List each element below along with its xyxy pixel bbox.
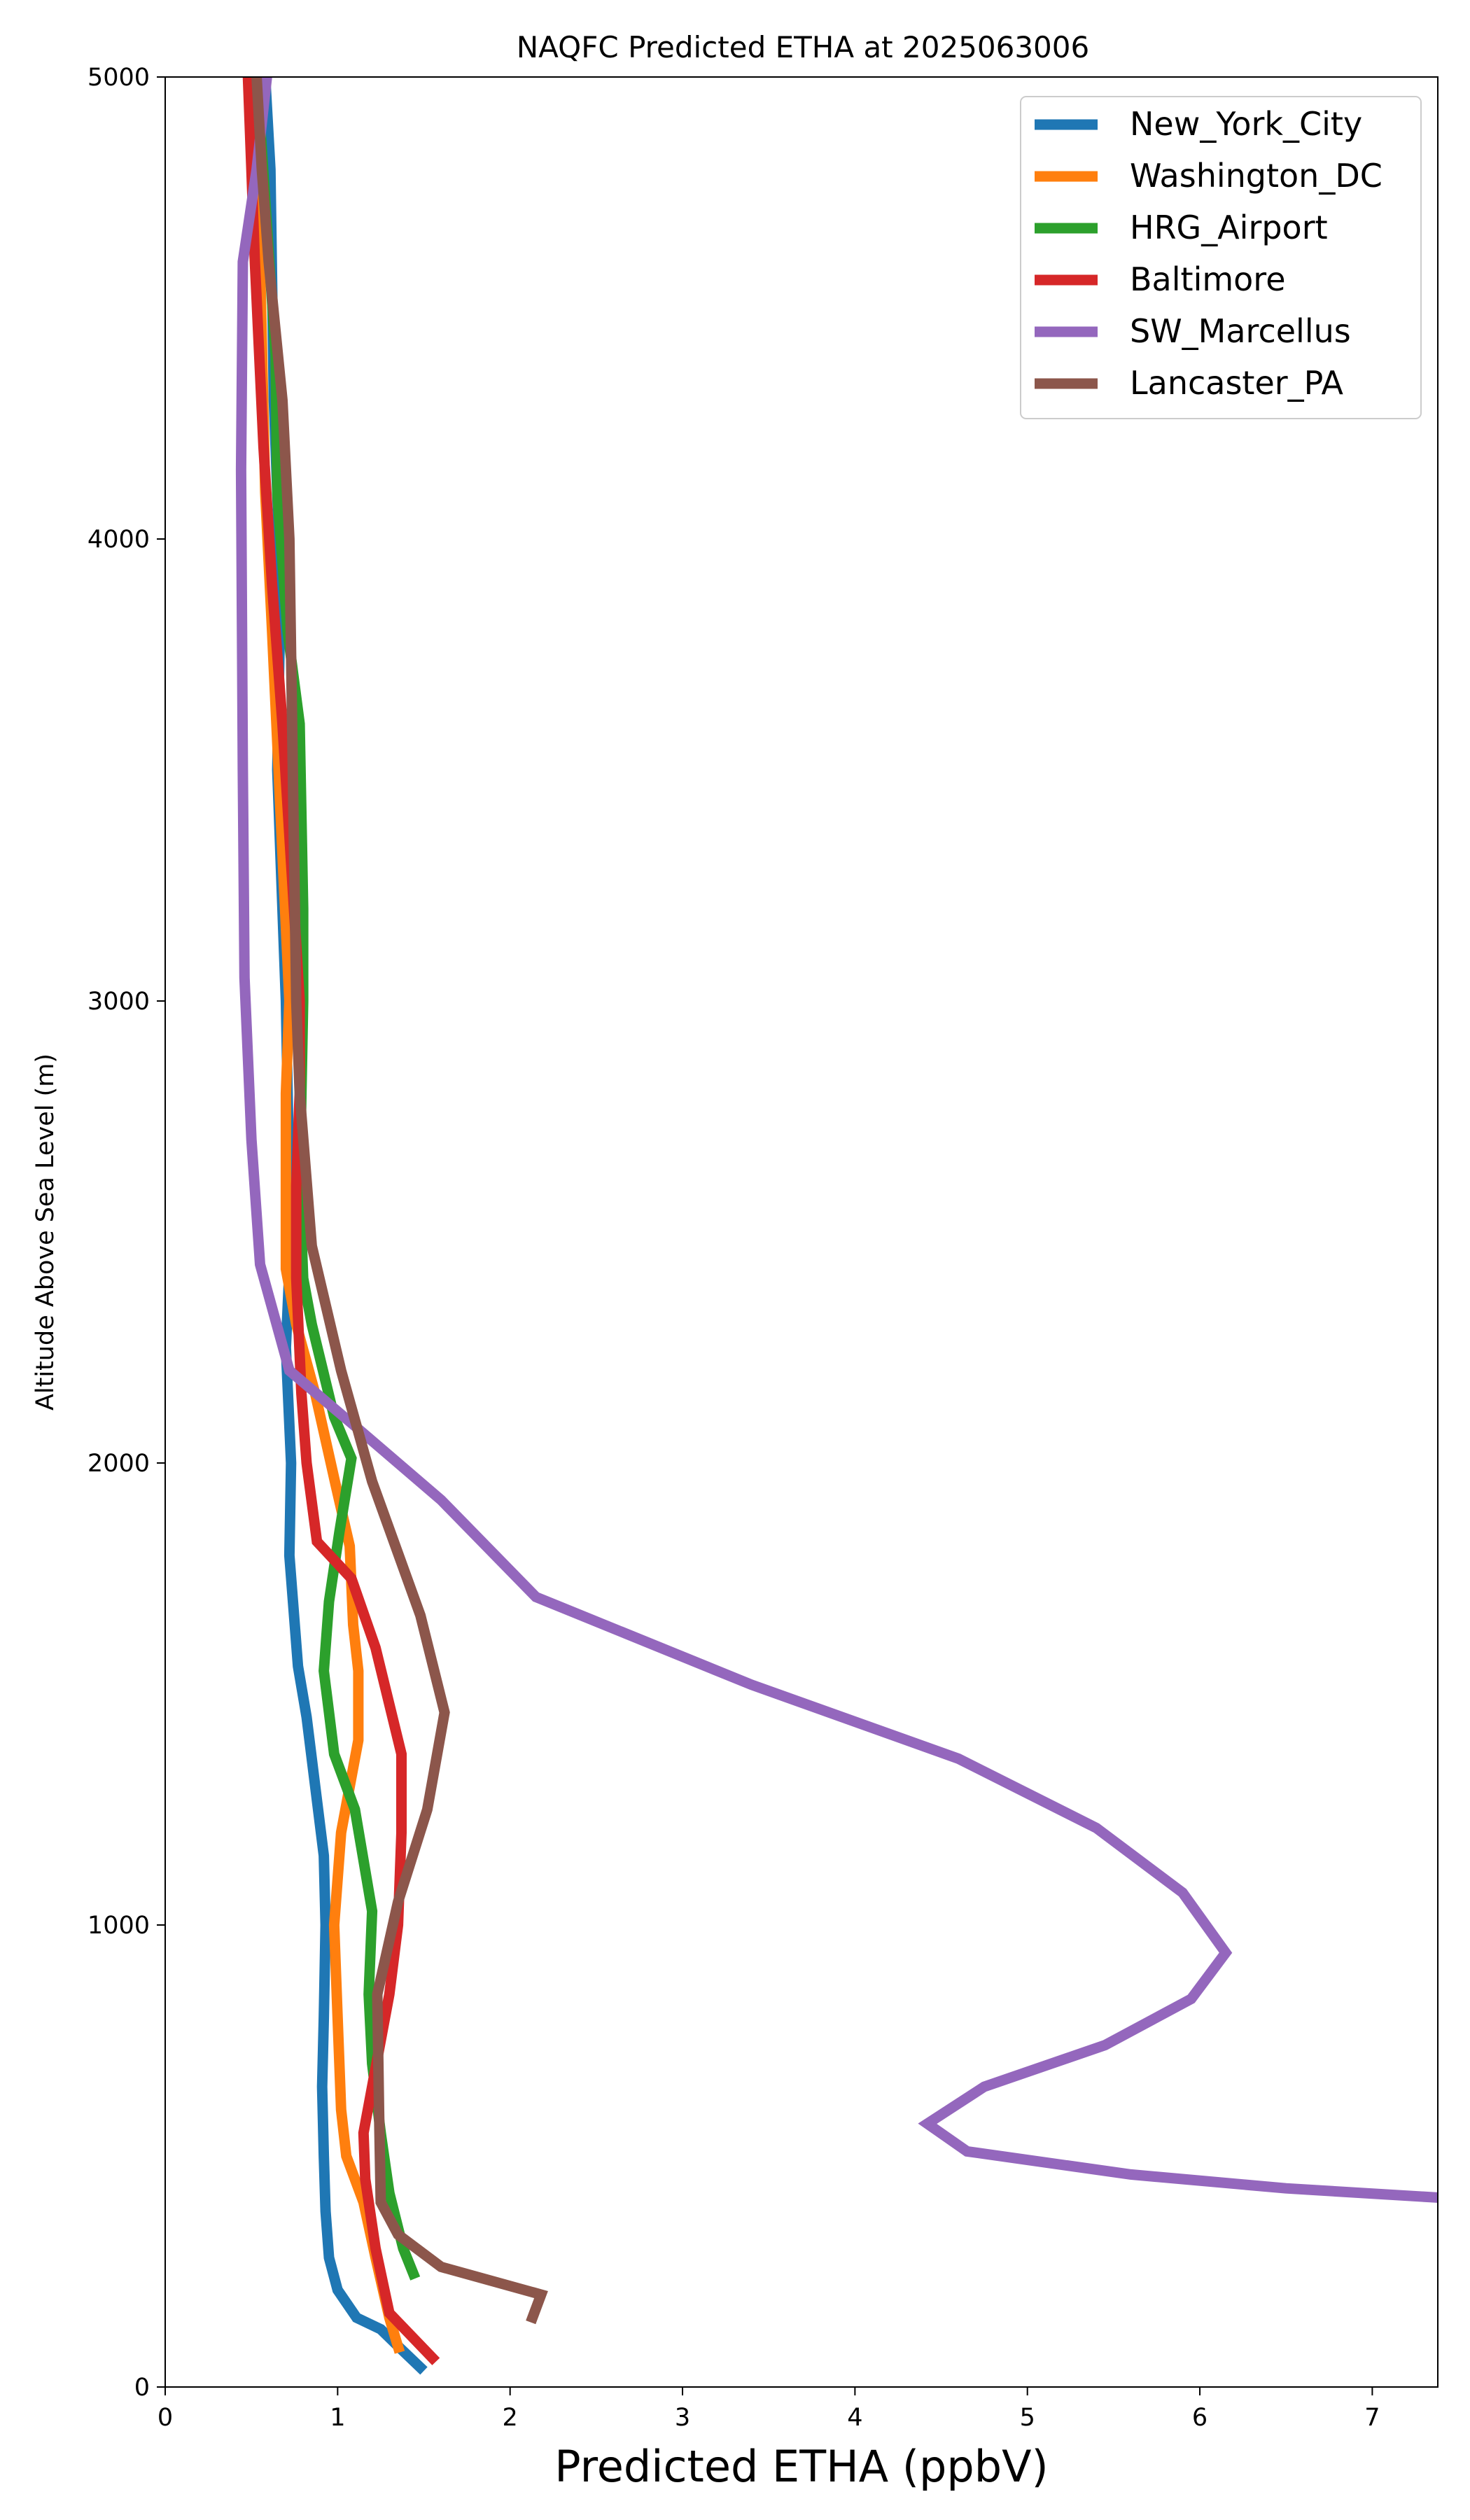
plot-area xyxy=(164,76,1438,2388)
y-tick-label: 0 xyxy=(134,2374,150,2402)
x-tick-label: 7 xyxy=(1364,2404,1380,2432)
series-line-lancaster-pa xyxy=(251,77,548,2325)
legend-box xyxy=(1020,96,1422,419)
x-tick-label: 6 xyxy=(1192,2404,1208,2432)
series-line-baltimore xyxy=(242,77,440,2365)
y-tick-label: 5000 xyxy=(88,64,150,92)
y-tick-label: 2000 xyxy=(88,1450,150,1478)
legend-label-washington-dc: Washington_DC xyxy=(1130,157,1382,195)
series-lines xyxy=(235,77,1438,2375)
y-tick-label: 3000 xyxy=(88,988,150,1016)
legend: New_York_City Washington_DC HRG_Airport Bal… xyxy=(1020,96,1422,419)
axes-frame xyxy=(164,76,1438,2388)
x-tick-label: 0 xyxy=(158,2404,173,2432)
chart-title: NAQFC Predicted ETHA at 2025063006 xyxy=(517,30,1089,64)
legend-label-hrg-airport: HRG_Airport xyxy=(1130,209,1328,246)
legend-label-baltimore: Baltimore xyxy=(1130,260,1286,298)
y-axis-label: Altitude Above Sea Level (m) xyxy=(31,1054,59,1410)
x-tick-label: 3 xyxy=(675,2404,690,2432)
legend-items: New_York_City Washington_DC HRG_Airport Bal… xyxy=(1035,105,1382,402)
y-tick-label: 1000 xyxy=(88,1912,150,1940)
x-tick-label: 1 xyxy=(330,2404,345,2432)
y-axis-ticks: 0 1000 2000 3000 4000 5000 xyxy=(88,64,165,2402)
x-tick-label: 2 xyxy=(503,2404,518,2432)
x-axis-ticks: 0 1 2 3 4 5 6 7 xyxy=(158,2387,1380,2432)
x-tick-label: 5 xyxy=(1020,2404,1035,2432)
legend-label-sw-marcellus: SW_Marcellus xyxy=(1130,312,1351,350)
legend-label-lancaster-pa: Lancaster_PA xyxy=(1130,364,1343,402)
series-line-sw-marcellus xyxy=(235,77,1438,2203)
x-tick-label: 4 xyxy=(847,2404,862,2432)
y-tick-label: 4000 xyxy=(88,526,150,554)
x-axis-label: Predicted ETHA (ppbV) xyxy=(554,2441,1048,2492)
legend-label-new-york-city: New_York_City xyxy=(1130,105,1362,143)
